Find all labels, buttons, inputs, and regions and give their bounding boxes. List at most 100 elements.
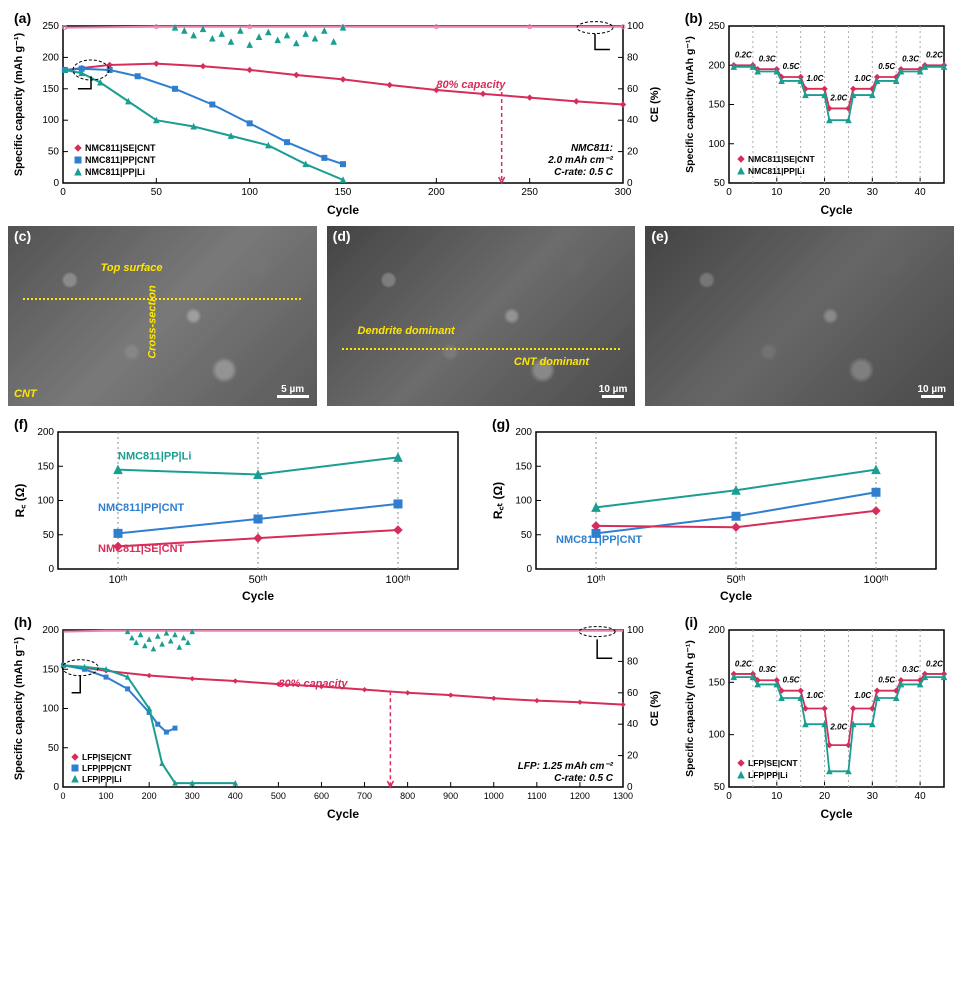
svg-text:C-rate: 0.5 C: C-rate: 0.5 C	[554, 773, 614, 784]
svg-text:400: 400	[228, 791, 243, 801]
svg-text:Cycle: Cycle	[327, 203, 359, 217]
figure-container: (a) 050100150200250300050100150200250020…	[0, 0, 962, 830]
svg-text:Cycle: Cycle	[242, 589, 274, 603]
panel-h-label: (h)	[14, 614, 32, 630]
chart-h: 0100200300400500600700800900100011001200…	[8, 612, 668, 822]
svg-text:100ᵗʰ: 100ᵗʰ	[864, 574, 889, 586]
svg-text:200: 200	[142, 791, 157, 801]
svg-text:0.3C: 0.3C	[902, 665, 919, 674]
svg-text:20: 20	[627, 751, 639, 762]
svg-text:50: 50	[151, 187, 163, 198]
svg-text:10ᵗʰ: 10ᵗʰ	[109, 574, 128, 586]
svg-text:100: 100	[627, 21, 644, 32]
svg-text:30: 30	[866, 791, 878, 802]
chart-b: 01020304050100150200250CycleSpecific cap…	[679, 8, 954, 218]
svg-text:0.5C: 0.5C	[782, 62, 799, 71]
panel-i-label: (i)	[685, 614, 698, 630]
svg-text:100: 100	[515, 496, 532, 507]
svg-text:100ᵗʰ: 100ᵗʰ	[386, 574, 411, 586]
svg-text:150: 150	[515, 461, 532, 472]
svg-text:150: 150	[42, 664, 59, 675]
svg-text:Cycle: Cycle	[720, 589, 752, 603]
svg-text:250: 250	[708, 21, 725, 32]
svg-text:LFP: 1.25 mAh cm⁻²: LFP: 1.25 mAh cm⁻²	[518, 761, 614, 772]
svg-text:1.0C: 1.0C	[806, 74, 823, 83]
svg-text:0: 0	[627, 782, 633, 793]
chart-a: 0501001502002503000501001502002500204060…	[8, 8, 668, 218]
sem-e-scalebar: 10 µm	[917, 384, 946, 398]
svg-text:800: 800	[400, 791, 415, 801]
svg-text:CE (%): CE (%)	[649, 690, 661, 726]
svg-text:NMC811|SE|CNT: NMC811|SE|CNT	[98, 543, 185, 555]
panel-a: (a) 050100150200250300050100150200250020…	[8, 8, 669, 218]
sem-c-cross-section: Cross-section	[147, 285, 159, 358]
svg-text:1.0C: 1.0C	[854, 691, 871, 700]
svg-text:40: 40	[914, 791, 926, 802]
svg-text:40: 40	[627, 719, 639, 730]
svg-text:0: 0	[60, 791, 65, 801]
svg-text:900: 900	[443, 791, 458, 801]
svg-text:0.3C: 0.3C	[758, 665, 775, 674]
svg-text:60: 60	[627, 688, 639, 699]
sem-d: Dendrite dominant CNT dominant 10 µm	[327, 226, 636, 406]
sem-d-dendrite: Dendrite dominant	[358, 325, 455, 337]
svg-text:200: 200	[42, 625, 59, 636]
sem-c-top-surface: Top surface	[101, 262, 163, 274]
panel-f-label: (f)	[14, 416, 28, 432]
sem-d-cnt: CNT dominant	[514, 356, 589, 368]
svg-text:60: 60	[627, 84, 639, 95]
svg-text:0: 0	[726, 791, 732, 802]
svg-text:NMC811|PP|CNT: NMC811|PP|CNT	[98, 502, 185, 514]
svg-text:1000: 1000	[484, 791, 504, 801]
panel-d-label: (d)	[333, 228, 351, 244]
sem-c: Top surface Cross-section CNT 5 µm	[8, 226, 317, 406]
panel-i: (i) 01020304050100150200CycleSpecific ca…	[679, 612, 954, 822]
svg-text:150: 150	[335, 187, 352, 198]
svg-text:50: 50	[48, 743, 60, 754]
svg-text:200: 200	[515, 427, 532, 438]
svg-text:0.2C: 0.2C	[926, 660, 943, 669]
svg-text:200: 200	[42, 52, 59, 63]
svg-text:500: 500	[271, 791, 286, 801]
svg-text:0.5C: 0.5C	[782, 675, 799, 684]
svg-text:100: 100	[99, 791, 114, 801]
svg-text:80% capacity: 80% capacity	[436, 79, 506, 91]
svg-text:LFP|PP|CNT: LFP|PP|CNT	[82, 763, 132, 773]
svg-text:150: 150	[37, 461, 54, 472]
sem-d-scalebar: 10 µm	[599, 384, 628, 398]
svg-text:20: 20	[819, 187, 831, 198]
svg-text:100: 100	[37, 496, 54, 507]
panel-e: (e) 10 µm	[645, 226, 954, 406]
svg-text:150: 150	[708, 677, 725, 688]
svg-text:Specific capacity (mAh g⁻¹): Specific capacity (mAh g⁻¹)	[13, 636, 25, 780]
svg-text:Cycle: Cycle	[820, 203, 852, 217]
panel-f: (f) 10ᵗʰ50ᵗʰ100ᵗʰ050100150200CycleR꜀ (Ω)…	[8, 414, 476, 604]
svg-text:100: 100	[627, 625, 644, 636]
svg-text:NMC811|PP|CNT: NMC811|PP|CNT	[556, 534, 643, 546]
svg-text:80: 80	[627, 52, 639, 63]
svg-text:1.0C: 1.0C	[854, 74, 871, 83]
svg-text:0: 0	[526, 564, 532, 575]
svg-text:CE (%): CE (%)	[649, 86, 661, 122]
svg-text:0: 0	[53, 782, 59, 793]
panel-g: (g) 10ᵗʰ50ᵗʰ100ᵗʰ050100150200CycleR꜀ₜ (Ω…	[486, 414, 954, 604]
svg-text:0: 0	[60, 187, 66, 198]
sem-c-scalebar: 5 µm	[277, 384, 309, 398]
svg-text:Cycle: Cycle	[327, 807, 359, 821]
svg-text:10: 10	[771, 187, 783, 198]
svg-text:10ᵗʰ: 10ᵗʰ	[587, 574, 606, 586]
svg-text:250: 250	[521, 187, 538, 198]
svg-text:100: 100	[42, 115, 59, 126]
svg-text:50: 50	[43, 530, 55, 541]
panel-c: (c) Top surface Cross-section CNT 5 µm	[8, 226, 317, 406]
panel-d: (d) Dendrite dominant CNT dominant 10 µm	[327, 226, 636, 406]
svg-text:0.5C: 0.5C	[878, 62, 895, 71]
svg-text:0: 0	[48, 564, 54, 575]
chart-i: 01020304050100150200CycleSpecific capaci…	[679, 612, 954, 822]
svg-text:Cycle: Cycle	[820, 807, 852, 821]
panel-h: (h) 010020030040050060070080090010001100…	[8, 612, 669, 822]
svg-text:50: 50	[714, 782, 726, 793]
svg-text:0.2C: 0.2C	[735, 660, 752, 669]
svg-text:2.0C: 2.0C	[829, 94, 847, 103]
svg-text:Specific capacity (mAh g⁻¹): Specific capacity (mAh g⁻¹)	[684, 640, 696, 777]
